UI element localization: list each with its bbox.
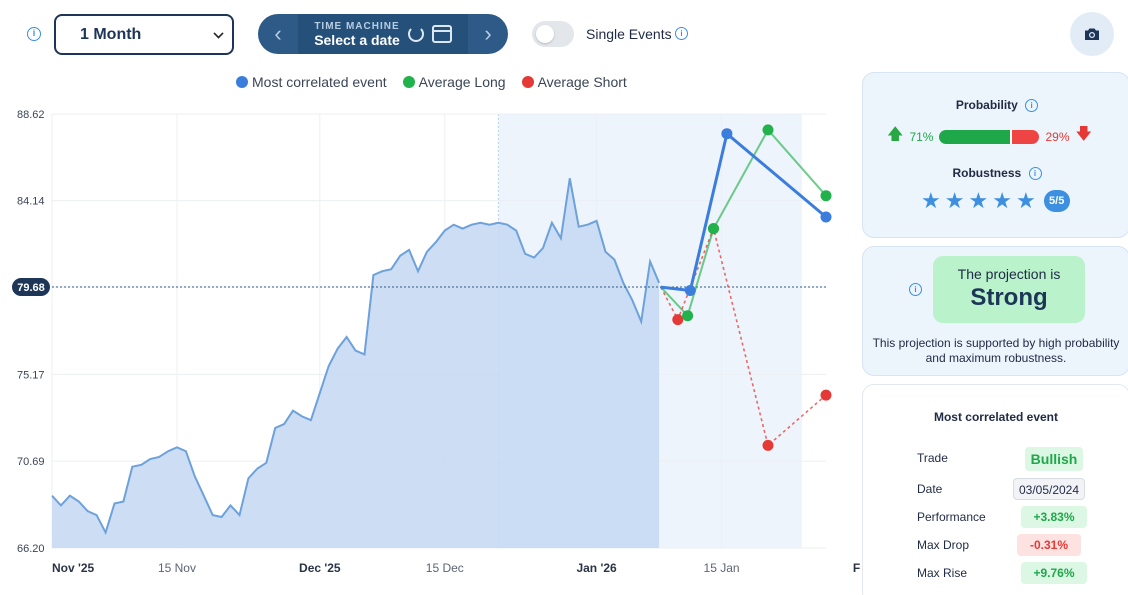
legend-item[interactable]: Average Short [521, 74, 627, 90]
current-value-label: 79.68 [17, 282, 45, 294]
screenshot-button[interactable] [1070, 12, 1114, 56]
legend-label: Most correlated event [252, 74, 387, 90]
single-events-info-icon[interactable]: i [675, 27, 688, 40]
probability-bar [939, 129, 1040, 144]
camera-icon [1085, 28, 1099, 40]
trade-badge: Bullish [1025, 447, 1083, 471]
projection-point [762, 439, 774, 451]
x-tick-label: Nov '25 [52, 561, 95, 575]
projection-point [672, 314, 684, 326]
single-events-toggle[interactable] [532, 21, 574, 47]
arrow-down-icon: 🡇 [1075, 126, 1092, 143]
legend-label: Average Long [418, 74, 506, 90]
probability-bar-short [1010, 129, 1040, 144]
star-icon: ★ [968, 188, 989, 213]
time-machine-title: TIME MACHINE [314, 20, 400, 32]
projection-box: The projection is Strong [933, 256, 1085, 323]
event-row-key: Trade [917, 451, 948, 465]
period-select[interactable]: 1 Month [54, 14, 234, 55]
loading-spinner-icon [407, 26, 424, 42]
star-icon: ★ [944, 188, 965, 213]
probability-row: 🡅 71% 29% 🡇 [887, 123, 1092, 150]
projection-value: Strong [970, 284, 1048, 311]
event-row-key: Max Rise [917, 566, 968, 580]
robustness-stars: ★ ★ ★ ★ ★ 5/5 [921, 190, 1070, 212]
period-info-icon[interactable]: i [27, 27, 41, 41]
projection-description: This projection is supported by high pro… [863, 336, 1128, 366]
projection-line [660, 130, 827, 293]
legend-swatch [521, 76, 534, 88]
period-select-value: 1 Month [80, 25, 142, 43]
long-probability: 71% [909, 129, 934, 144]
x-tick-label: Feb '26 [853, 561, 860, 575]
star-icon: ★ [992, 188, 1012, 213]
y-tick-label: 75.17 [17, 369, 45, 381]
x-tick-label: 15 Jan [704, 561, 740, 575]
single-events-label: Single Events [586, 26, 672, 42]
chart-legend: Most correlated event Average Long Avera… [236, 74, 627, 90]
time-machine-next-button[interactable]: › [484, 21, 492, 46]
projection-point [820, 190, 832, 202]
projection-point [721, 128, 733, 140]
performance-value: +3.83% [1021, 506, 1087, 528]
x-tick-label: Jan '26 [576, 561, 617, 575]
robustness-info-icon[interactable]: i [1028, 167, 1042, 181]
x-tick-label: 15 Dec [426, 561, 464, 575]
event-row-key: Performance [917, 510, 986, 524]
time-machine-prev-button[interactable]: ‹ [274, 21, 282, 46]
probability-info-icon[interactable]: i [1025, 99, 1039, 113]
star-icon: ★ [1015, 188, 1036, 213]
probability-title-text: Probability [955, 98, 1018, 112]
probability-bar-long [939, 129, 1011, 144]
arrow-up-icon: 🡅 [887, 126, 904, 143]
legend-swatch [402, 76, 415, 88]
time-machine-subtitle: Select a date [314, 31, 400, 48]
x-tick-label: Dec '25 [299, 561, 341, 575]
y-tick-label: 70.69 [17, 456, 45, 468]
time-machine: ‹ TIME MACHINE Select a date › [258, 14, 508, 54]
max-rise-value: +9.76% [1021, 562, 1087, 584]
projection-point [820, 211, 832, 223]
event-row-key: Date [917, 482, 943, 496]
y-tick-label: 66.20 [17, 543, 45, 555]
projection-panel: i The projection is Strong This projecti… [862, 246, 1128, 376]
star-icon: ★ [921, 188, 941, 213]
short-probability: 29% [1045, 129, 1070, 144]
projection-description-line: and maximum robustness. [925, 351, 1067, 365]
y-tick-label: 88.62 [17, 109, 45, 121]
max-drop-value: -0.31% [1017, 534, 1081, 556]
x-tick-label: 15 Nov [158, 561, 196, 575]
legend-swatch [236, 76, 248, 88]
event-row-key: Max Drop [917, 538, 970, 552]
projection-point [820, 389, 832, 401]
projection-info-icon[interactable]: i [909, 283, 922, 296]
event-panel: Most correlated event Trade Bullish Date… [862, 384, 1128, 595]
current-value-badge [12, 278, 50, 297]
history-line [51, 178, 661, 536]
chevron-down-icon [213, 28, 224, 39]
event-panel-title: Most correlated event [933, 410, 1059, 424]
toggle-knob [536, 25, 554, 43]
robustness-title-text: Robustness [952, 166, 1022, 180]
projection-point [684, 285, 696, 296]
time-machine-date-picker[interactable]: TIME MACHINE Select a date [298, 14, 468, 54]
history-area [52, 178, 660, 549]
probability-panel: Probability i 🡅 71% 29% 🡇 Robustness i ★… [862, 72, 1128, 238]
legend-label: Average Short [537, 74, 627, 90]
calendar-icon [431, 25, 452, 43]
legend-item[interactable]: Average Long [402, 74, 506, 90]
legend-item[interactable]: Most correlated event [236, 74, 387, 90]
projection-heading: The projection is [957, 266, 1061, 282]
y-tick-label: 84.14 [17, 196, 45, 208]
probability-title: Probability i [863, 98, 1128, 113]
robustness-badge: 5/5 [1043, 190, 1070, 212]
robustness-title: Robustness i [863, 166, 1128, 181]
event-date-value: 03/05/2024 [1013, 478, 1085, 500]
projection-description-line: This projection is supported by high pro… [872, 336, 1120, 350]
projection-point [682, 310, 694, 322]
projection-point [708, 223, 719, 235]
projection-point [762, 124, 774, 136]
